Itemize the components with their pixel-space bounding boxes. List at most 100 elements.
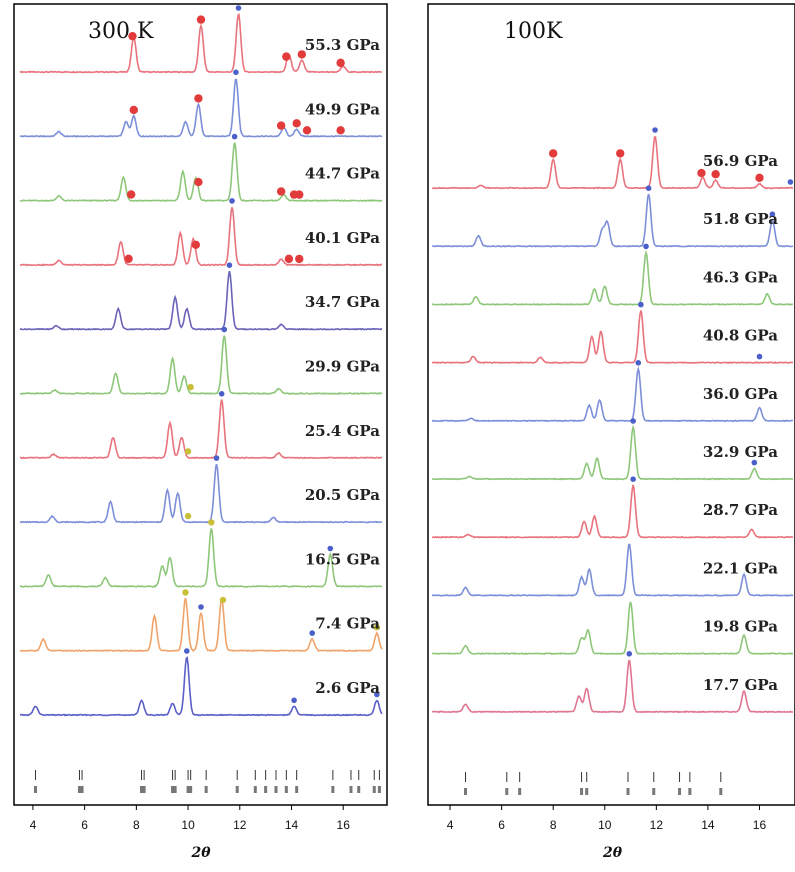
pressure-label: 36.0 GPa	[703, 385, 778, 403]
hkl-label-mark	[464, 788, 468, 795]
blue-marker	[235, 5, 242, 11]
x-tick-label: 16	[337, 818, 351, 832]
series-34-7-GPa: 34.7 GPa	[19, 262, 383, 331]
yellow-marker	[184, 512, 192, 520]
hkl-label-mark	[171, 786, 175, 793]
plot-frame	[427, 3, 795, 806]
series-line	[431, 660, 794, 714]
hkl-label-mark	[357, 786, 361, 793]
series-25-4-GPa: 25.4 GPa	[19, 391, 383, 460]
hkl-label-mark	[235, 786, 239, 793]
series-line	[20, 464, 383, 524]
blue-marker	[327, 545, 334, 552]
red-marker	[196, 15, 206, 24]
red-marker	[282, 52, 291, 61]
panel-300k: 300 K 55.3 GPa 49.9 GPa 44.7 GPa 40.1 GPa 34.…	[13, 3, 388, 861]
series-56-9-GPa: 56.9 GPa	[431, 127, 794, 190]
pressure-label: 29.9 GPa	[305, 358, 380, 376]
pressure-label: 25.4 GPa	[305, 422, 380, 440]
series-line	[19, 528, 383, 588]
blue-marker	[626, 651, 633, 657]
series-19-8-GPa: 19.8 GPa	[431, 601, 794, 656]
red-marker	[295, 254, 304, 264]
series-line	[19, 597, 383, 653]
red-marker	[302, 126, 312, 135]
blue-marker	[751, 459, 758, 466]
red-marker	[616, 149, 625, 158]
series-line	[19, 270, 383, 331]
series-line	[431, 366, 793, 423]
hkl-label-mark	[518, 788, 522, 795]
pressure-label: 49.9 GPa	[305, 100, 380, 118]
series-40-1-GPa: 40.1 GPa	[19, 198, 383, 267]
hkl-label-mark	[626, 788, 630, 795]
blue-marker	[630, 476, 636, 483]
yellow-marker	[373, 624, 381, 631]
x-tick-label: 8	[550, 818, 557, 832]
pressure-label: 34.7 GPa	[305, 293, 380, 311]
red-marker	[697, 168, 706, 178]
blue-marker	[229, 198, 235, 204]
panel-title: 300 K	[88, 19, 154, 44]
series-36-0-GPa: 36.0 GPa	[431, 360, 793, 423]
red-marker	[194, 94, 203, 103]
yellow-marker	[219, 596, 227, 604]
pressure-label: 28.7 GPa	[703, 501, 778, 519]
hkl-label-mark	[505, 788, 509, 795]
pressure-label: 56.9 GPa	[703, 152, 778, 170]
hkl-label-mark	[284, 786, 288, 793]
hkl-label-mark	[204, 786, 208, 793]
pressure-label: 17.7 GPa	[703, 676, 778, 694]
pressure-label: 20.5 GPa	[305, 486, 380, 504]
x-tick-label: 10	[598, 818, 612, 832]
series-line	[19, 78, 383, 138]
blue-marker	[309, 630, 315, 636]
hkl-label-mark	[295, 786, 299, 793]
blue-marker	[231, 133, 238, 140]
series-line	[432, 193, 794, 248]
series-line	[20, 656, 383, 717]
series-44-7-GPa: 44.7 GPa	[20, 133, 383, 203]
series-line	[19, 12, 383, 74]
series-22-1-GPa: 22.1 GPa	[431, 543, 794, 597]
hkl-label-mark	[34, 786, 38, 793]
yellow-marker	[208, 519, 215, 526]
yellow-marker	[187, 383, 194, 391]
red-marker	[129, 105, 138, 115]
blue-marker	[769, 211, 776, 217]
blue-marker	[374, 691, 380, 698]
blue-marker	[291, 697, 297, 704]
series-line	[431, 543, 794, 597]
red-marker	[711, 170, 720, 179]
x-tick-label: 16	[753, 818, 767, 832]
hkl-label-mark	[377, 786, 381, 793]
blue-marker	[645, 185, 652, 191]
red-marker	[284, 254, 294, 264]
hkl-label-mark	[189, 786, 193, 793]
red-marker	[191, 240, 201, 250]
hkl-label-mark	[264, 786, 268, 793]
pressure-label: 51.8 GPa	[703, 210, 778, 228]
pressure-label: 44.7 GPa	[305, 165, 380, 183]
x-tick-label: 4	[447, 818, 454, 832]
series-line	[19, 207, 383, 267]
series-2-6-GPa: 2.6 GPa	[20, 648, 383, 717]
yellow-marker	[182, 589, 189, 596]
plot-frame	[13, 3, 388, 806]
blue-marker	[630, 418, 636, 424]
series-line	[20, 142, 383, 203]
x-tick-label: 14	[701, 818, 715, 832]
red-marker	[548, 149, 558, 158]
red-marker	[755, 173, 764, 183]
blue-marker	[233, 69, 239, 76]
red-marker	[295, 190, 304, 199]
hkl-label-mark	[372, 786, 376, 793]
hkl-label-mark	[253, 786, 257, 793]
series-16-5-GPa: 16.5 GPa	[19, 519, 383, 588]
x-tick-label: 6	[498, 818, 505, 832]
series-29-9-GPa: 29.9 GPa	[19, 326, 383, 395]
series-46-3-GPa: 46.3 GPa	[431, 243, 794, 306]
red-marker	[292, 119, 301, 128]
series-55-3-GPa: 55.3 GPa	[19, 5, 383, 74]
hkl-label-mark	[142, 786, 146, 793]
